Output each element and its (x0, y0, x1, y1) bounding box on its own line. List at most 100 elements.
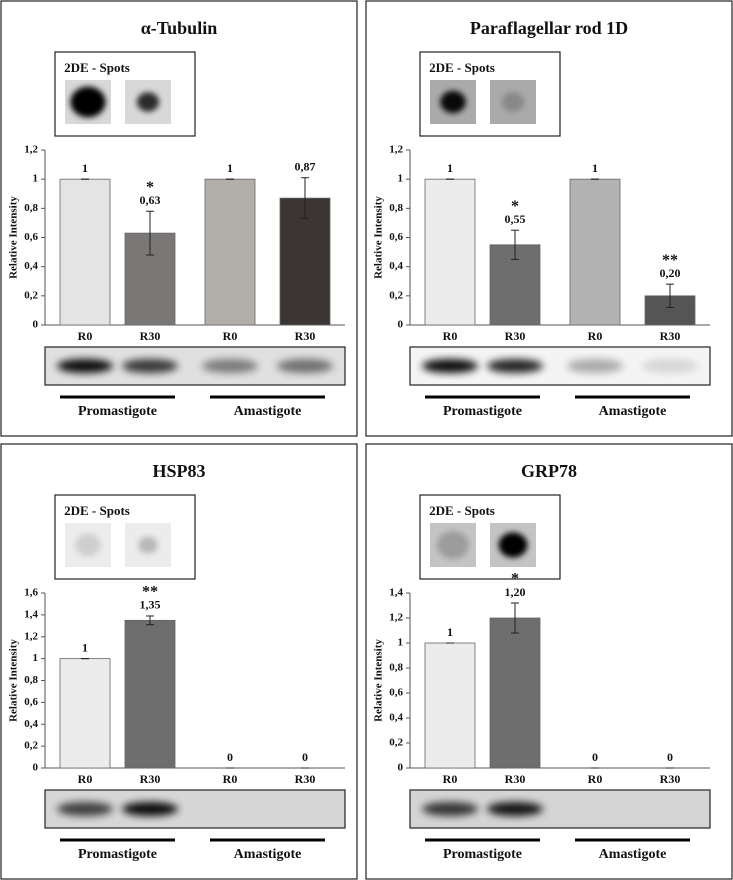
blot-band (487, 802, 543, 816)
panel: α-Tubulin 2DE - Spots 0 0,2 0,4 0,6 0,8 1 1,2 Rel… (0, 0, 358, 437)
y-axis-label: Relative Intensity (373, 639, 385, 722)
panel-border (0, 0, 358, 437)
category-label: R30 (295, 329, 316, 343)
value-label: 1 (447, 625, 453, 639)
category-label: R0 (588, 772, 603, 786)
y-tick-label: 0,4 (389, 260, 403, 272)
y-tick-label: 0,4 (24, 718, 38, 730)
bar (424, 178, 476, 326)
category-label: R30 (660, 772, 681, 786)
value-label: 0,63 (140, 193, 161, 207)
category-label: R30 (140, 329, 161, 343)
spot (501, 92, 525, 112)
spot (75, 533, 101, 557)
panel-border (365, 443, 733, 880)
category-label: R0 (78, 772, 93, 786)
y-tick-label: 1 (398, 173, 404, 185)
blot-band (422, 359, 478, 373)
group-label: Amastigote (234, 847, 302, 862)
category-label: R0 (443, 772, 458, 786)
y-tick-label: 0,4 (24, 260, 38, 272)
value-label: 1 (447, 161, 453, 175)
panel-title: Paraflagellar rod 1D (470, 18, 628, 38)
spot (70, 86, 106, 118)
blot-band (122, 802, 178, 816)
y-axis-label: Relative Intensity (8, 639, 20, 722)
group-label: Amastigote (599, 847, 667, 862)
bar (124, 619, 176, 769)
y-axis-label: Relative Intensity (8, 196, 20, 279)
group-label: Amastigote (599, 404, 667, 419)
y-tick-label: 0,2 (24, 740, 38, 752)
y-tick-label: 0,6 (24, 231, 38, 243)
y-tick-label: 1,4 (389, 587, 403, 599)
y-tick-label: 0,8 (24, 202, 38, 214)
bar (489, 617, 541, 769)
bar (59, 658, 111, 769)
y-tick-label: 1,2 (389, 612, 403, 624)
significance: ** (662, 252, 678, 269)
inset-label: 2DE - Spots (64, 503, 130, 518)
spot (498, 532, 528, 558)
category-label: R0 (588, 329, 603, 343)
value-label: 0 (227, 750, 233, 764)
panel-title: HSP83 (152, 461, 205, 481)
blot-band (422, 802, 478, 816)
y-tick-label: 0,8 (389, 662, 403, 674)
category-label: R0 (78, 329, 93, 343)
y-tick-label: 1 (398, 637, 404, 649)
group-label: Promastigote (78, 404, 157, 419)
value-label: 0 (302, 750, 308, 764)
value-label: 1 (82, 161, 88, 175)
value-label: 1 (592, 161, 598, 175)
bar (569, 178, 621, 326)
significance: ** (142, 584, 158, 601)
category-label: R30 (295, 772, 316, 786)
inset-label: 2DE - Spots (429, 503, 495, 518)
panel: HSP83 2DE - Spots 0 0,2 0,4 0,6 0,8 1 1,2 1,4 1,6 R… (0, 443, 358, 880)
y-tick-label: 0,2 (24, 289, 38, 301)
panel: GRP78 2DE - Spots 0 0,2 0,4 0,6 0,8 1 1,2 1,4 Rela… (365, 443, 733, 880)
y-axis-label: Relative Intensity (373, 196, 385, 279)
inset-label: 2DE - Spots (64, 60, 130, 75)
bar (59, 178, 111, 326)
panel-title: GRP78 (521, 461, 577, 481)
value-label: 0,87 (295, 159, 316, 173)
category-label: R30 (140, 772, 161, 786)
spot (136, 92, 160, 112)
bar (204, 178, 256, 326)
y-tick-label: 1,6 (24, 587, 38, 599)
group-label: Promastigote (78, 847, 157, 862)
bar (424, 642, 476, 769)
category-label: R30 (505, 772, 526, 786)
value-label: 0,55 (505, 212, 526, 226)
y-tick-label: 1,2 (24, 144, 38, 156)
bar (279, 197, 331, 326)
significance: * (511, 198, 519, 215)
y-tick-label: 0 (33, 319, 39, 331)
blot-band (277, 359, 333, 373)
y-tick-label: 0 (398, 319, 404, 331)
y-tick-label: 0,2 (389, 289, 403, 301)
y-tick-label: 0 (33, 762, 39, 774)
category-label: R30 (660, 329, 681, 343)
significance: * (511, 571, 519, 588)
blot-band (567, 359, 623, 373)
value-label: 0 (667, 750, 673, 764)
panel-border (0, 443, 358, 880)
blot-band (487, 359, 543, 373)
inset-label: 2DE - Spots (429, 60, 495, 75)
significance: * (146, 179, 154, 196)
group-label: Amastigote (234, 404, 302, 419)
category-label: R0 (223, 772, 238, 786)
y-tick-label: 1,4 (24, 608, 38, 620)
panel: Paraflagellar rod 1D 2DE - Spots 0 0,2 0,4 0,… (365, 0, 733, 437)
y-tick-label: 0,6 (24, 696, 38, 708)
y-tick-label: 1,2 (24, 630, 38, 642)
y-tick-label: 0,4 (389, 712, 403, 724)
panel-border (365, 0, 733, 437)
blot-band (642, 359, 698, 373)
y-tick-label: 0,8 (389, 202, 403, 214)
spot (440, 90, 466, 114)
